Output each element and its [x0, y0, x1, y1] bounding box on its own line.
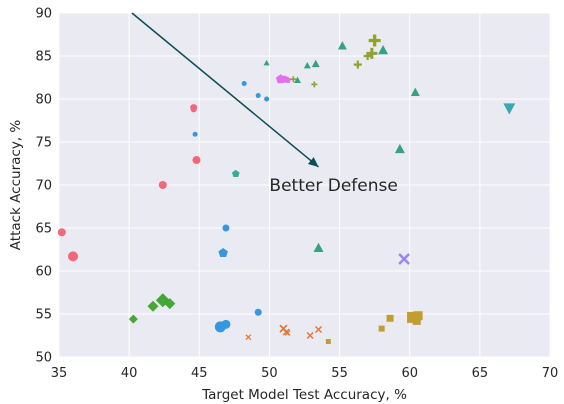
x-tick-label: 35	[51, 366, 68, 381]
data-point	[366, 47, 378, 59]
data-point	[128, 314, 138, 324]
data-point	[378, 44, 389, 55]
data-point	[314, 325, 323, 334]
data-point	[410, 87, 420, 96]
y-axis-label: Attack Accuracy, %	[8, 120, 24, 251]
data-point	[353, 60, 362, 69]
data-point	[378, 325, 385, 332]
data-point	[222, 224, 230, 232]
y-tick-label: 65	[35, 222, 52, 237]
x-tick-label: 50	[261, 366, 278, 381]
data-point	[263, 59, 270, 66]
y-tick-label: 85	[35, 50, 52, 65]
y-tick-label: 55	[35, 308, 52, 323]
better-defense-label: Better Defense	[269, 176, 397, 196]
data-point	[290, 76, 297, 83]
data-point	[255, 93, 261, 99]
y-tick-label: 75	[35, 136, 52, 151]
y-tick-label: 60	[35, 265, 52, 280]
data-point	[303, 61, 311, 69]
data-point	[190, 106, 197, 113]
data-point	[407, 311, 419, 323]
data-point	[337, 41, 347, 50]
x-tick-label: 65	[472, 366, 489, 381]
y-tick-label: 80	[35, 93, 52, 108]
data-point	[241, 81, 247, 87]
data-point	[311, 81, 318, 88]
grid	[58, 12, 551, 358]
better-defense-arrow	[131, 12, 320, 168]
data-point	[398, 253, 410, 265]
data-points	[57, 34, 516, 345]
data-point	[284, 76, 291, 83]
data-point	[68, 251, 79, 262]
data-point	[306, 331, 314, 340]
data-point	[245, 334, 252, 341]
data-point	[293, 76, 301, 84]
data-point	[57, 228, 66, 237]
x-tick-label: 60	[401, 366, 418, 381]
y-tick-labels: 50 55 60 65 70 75 80 85 90	[35, 7, 52, 366]
data-point	[221, 319, 231, 329]
y-tick-label: 70	[35, 179, 52, 194]
data-point	[231, 169, 240, 178]
data-point	[164, 298, 176, 310]
data-point	[192, 156, 201, 165]
x-tick-labels: 35 40 45 50 55 60 65 70	[51, 366, 559, 381]
data-point	[325, 339, 331, 345]
x-tick-label: 40	[121, 366, 138, 381]
x-tick-label: 55	[331, 366, 348, 381]
x-tick-label: 45	[191, 366, 208, 381]
data-point	[254, 308, 262, 316]
data-point	[264, 96, 270, 102]
data-point	[218, 247, 228, 257]
data-point	[413, 311, 423, 321]
y-tick-label: 90	[35, 7, 52, 22]
data-point	[386, 314, 394, 322]
x-tick-label: 70	[542, 366, 559, 381]
data-point	[412, 316, 421, 325]
data-point	[192, 131, 198, 137]
data-point	[311, 59, 320, 68]
better-defense-arrowhead	[307, 157, 319, 167]
y-tick-label: 50	[35, 351, 52, 366]
x-axis-label: Target Model Test Accuracy, %	[201, 387, 407, 403]
data-point	[313, 242, 324, 253]
data-point	[158, 181, 167, 189]
data-point	[147, 300, 159, 312]
data-point	[503, 103, 516, 115]
data-point	[368, 34, 381, 47]
data-point	[394, 143, 405, 154]
data-point	[284, 329, 291, 336]
annotation: Better Defense	[131, 12, 398, 196]
